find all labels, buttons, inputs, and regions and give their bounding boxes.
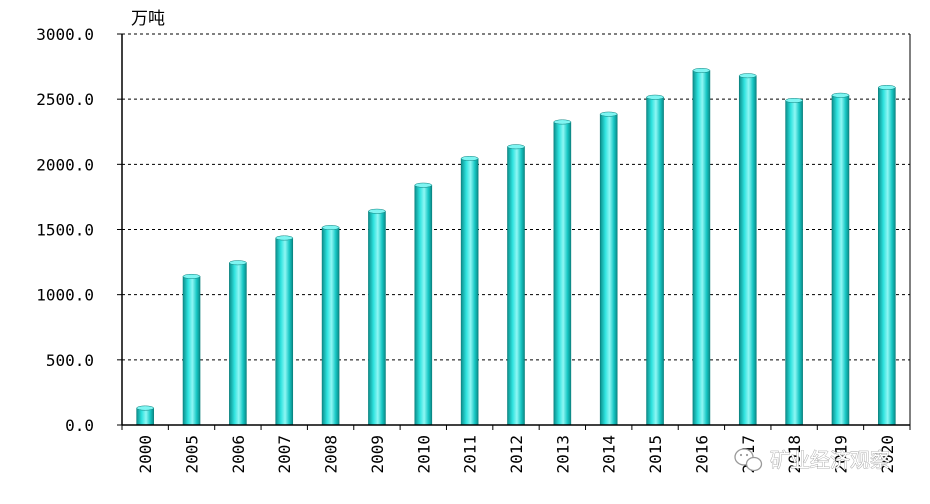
- y-axis-ticks: 0.0 500.0 1000.0 1500.0 2000.0 2500.0 3000.0: [36, 25, 122, 435]
- y-tick-label: 1000.0: [36, 286, 94, 305]
- bar: [831, 94, 850, 426]
- bar-top: [739, 73, 757, 79]
- x-tick-label: 2020: [878, 435, 897, 474]
- bar-top: [414, 182, 433, 188]
- bar-top: [553, 119, 572, 125]
- bar-top: [368, 208, 386, 214]
- bar-top: [229, 260, 247, 266]
- x-tick-label: 2009: [368, 435, 387, 474]
- x-tick-label: 2010: [414, 435, 433, 474]
- bar-top: [831, 92, 850, 98]
- x-tick-label: 2000: [136, 435, 155, 474]
- bar: [599, 113, 618, 426]
- bar-top: [136, 405, 154, 411]
- bar: [275, 237, 294, 426]
- x-tick-label: 2016: [692, 435, 711, 474]
- y-tick-label: 0.0: [65, 416, 94, 435]
- bar: [460, 158, 479, 426]
- bar: [182, 276, 201, 426]
- bar: [738, 75, 757, 426]
- y-tick-label: 500.0: [46, 351, 94, 370]
- bar-top: [460, 156, 479, 161]
- watermark-text: 矿业经济观察: [770, 448, 890, 472]
- watermark: 矿业经济观察: [734, 448, 890, 472]
- bar-top: [646, 94, 664, 100]
- x-tick-label: 2013: [553, 435, 572, 474]
- bar-top: [599, 111, 618, 117]
- grid-lines: [122, 33, 910, 361]
- bar: [229, 262, 247, 426]
- bar-top: [878, 84, 896, 90]
- bar-top: [785, 98, 803, 103]
- x-tick-label: 2005: [183, 435, 202, 474]
- bar-top: [275, 235, 293, 241]
- bar-top: [182, 273, 201, 279]
- bar: [136, 407, 154, 426]
- bar: [785, 100, 803, 426]
- bar-top: [507, 144, 525, 150]
- x-axis-ticks: 2000 2005 2006 2007 2008 2009 2010 2011 2012 2013…: [121, 425, 911, 474]
- y-tick-label: 1500.0: [36, 221, 94, 240]
- wechat-icon: [734, 448, 763, 472]
- bar: [321, 227, 340, 426]
- x-tick-label: 2019: [831, 435, 850, 474]
- y-tick-label: 2500.0: [36, 90, 94, 109]
- x-tick-label: 2018: [785, 435, 804, 474]
- bar: [878, 87, 896, 426]
- y-axis-unit-label: 万吨: [131, 9, 165, 29]
- x-tick-label: 2012: [507, 435, 526, 474]
- y-tick-label: 2000.0: [36, 155, 94, 174]
- bar: [507, 146, 525, 426]
- bar: [553, 121, 572, 426]
- bar: [414, 184, 433, 426]
- x-tick-label: 2014: [600, 435, 619, 474]
- bar-top: [692, 68, 711, 73]
- bars: [136, 68, 896, 426]
- x-tick-label: 2011: [461, 435, 480, 474]
- x-tick-label: 2006: [229, 435, 248, 474]
- bar: [646, 96, 664, 426]
- y-tick-label: 3000.0: [36, 25, 94, 44]
- x-tick-label: 2007: [275, 435, 294, 474]
- bar-top: [321, 225, 340, 230]
- bar: [368, 210, 386, 426]
- bar: [692, 70, 711, 426]
- x-tick-label: 2008: [322, 435, 341, 474]
- x-tick-label: 2015: [646, 435, 665, 474]
